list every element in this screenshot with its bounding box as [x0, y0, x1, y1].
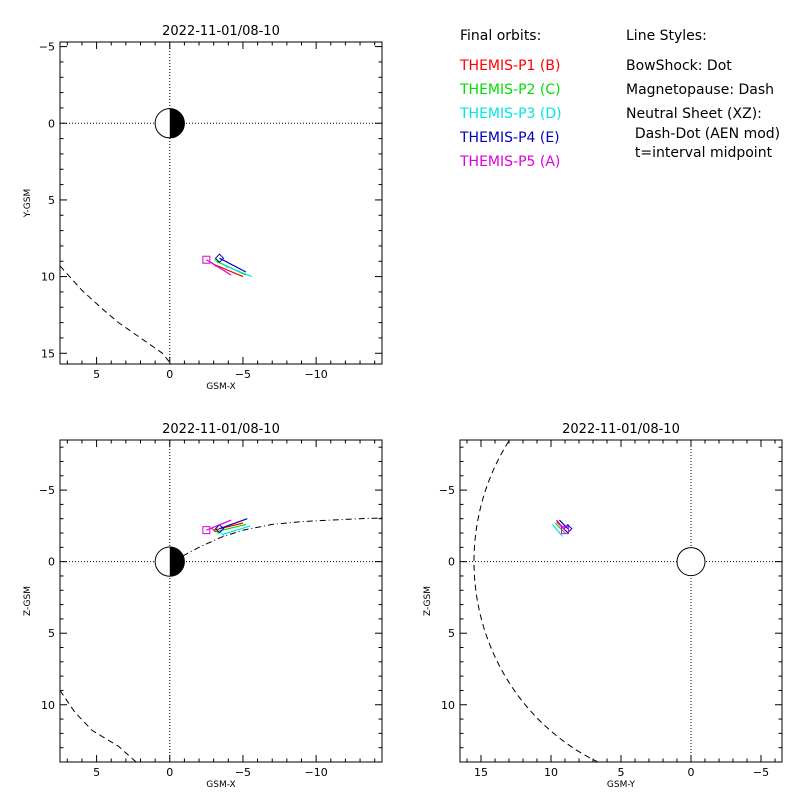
yz-plane-plot: 2022-11-01/08-10 15 10 5 0 −5 −5 0 5 10 GSM-Y Z-GSM [423, 422, 783, 790]
y-tick-label: 0 [448, 556, 455, 569]
orbit-line-4 [558, 519, 569, 530]
neutral-sheet-curve [182, 517, 382, 557]
orbit-marker-square [202, 526, 211, 535]
earth-night-side [169, 547, 185, 577]
legend-style-neutral-sheet: Neutral Sheet (XZ): [626, 106, 762, 122]
y-tick-label: 0 [48, 117, 55, 130]
y-tick-label: 10 [41, 699, 55, 712]
x-tick-label: 5 [93, 368, 100, 381]
x-tick-label: 10 [544, 766, 558, 779]
x-axis-label: GSM-Y [607, 780, 636, 790]
x-tick-label: −5 [235, 766, 251, 779]
orbit-marker-start [558, 532, 564, 537]
legend-style-bowshock: BowShock: Dot [626, 58, 732, 74]
x-axis-label: GSM-X [206, 780, 235, 790]
x-tick-label: −5 [235, 368, 251, 381]
orbit-line-1 [213, 522, 244, 531]
orbit-line-5 [556, 519, 566, 531]
orbit-marker-start [223, 263, 228, 269]
legend-probe-p2: THEMIS-P2 (C) [459, 82, 561, 98]
orbit-line-1 [213, 263, 244, 278]
legend-style-neutral-sheet-time: t=interval midpoint [626, 145, 773, 161]
orbit-marker-diamond [214, 524, 225, 534]
x-tick-label: 15 [474, 766, 488, 779]
y-tick-label: 10 [441, 699, 455, 712]
plot-frame [59, 41, 383, 365]
y-tick-label: 15 [41, 347, 55, 360]
orbit-line-5 [206, 519, 232, 531]
orbit-line-3 [222, 525, 251, 536]
x-tick-label: 0 [688, 766, 695, 779]
x-tick-label: −10 [305, 766, 328, 779]
plot-area [60, 42, 382, 364]
legend-style-neutral-sheet-model: Dash-Dot (AEN mod) [626, 126, 780, 142]
legend-probe-p4: THEMIS-P4 (E) [459, 130, 560, 146]
orbit-marker-square [202, 255, 211, 264]
orbit-marker-diamond [214, 253, 225, 263]
y-tick-label: −5 [439, 484, 455, 497]
plot-frame [59, 439, 383, 763]
x-axis-label: GSM-X [206, 382, 235, 392]
xz-plane-plot: 2022-11-01/08-10 5 0 −5 −10 −5 0 5 10 GSM-X Z-GSM [23, 422, 383, 790]
plot-area [60, 440, 382, 762]
y-tick-label: 5 [48, 194, 55, 207]
orbit-marker-start [214, 529, 219, 534]
orbit-line-3 [225, 265, 252, 278]
y-tick-label: −5 [39, 41, 55, 54]
legend-line-styles: Line Styles: BowShock: Dot Magnetopause:… [626, 28, 780, 161]
plot-frame [459, 439, 783, 763]
orbit-marker-start [214, 258, 219, 264]
magnetopause-curve [60, 690, 137, 762]
orbit-line-5 [206, 259, 232, 276]
x-tick-label: −5 [753, 766, 769, 779]
y-axis-label: Z-GSM [423, 586, 433, 616]
x-tick-label: 5 [618, 766, 625, 779]
y-tick-label: 10 [41, 271, 55, 284]
y-tick-label: 5 [448, 627, 455, 640]
y-tick-label: 0 [48, 556, 55, 569]
x-tick-label: −10 [305, 368, 328, 381]
earth-night-side [169, 108, 185, 138]
magnetopause-curve [60, 265, 171, 363]
legend-probe-p1: THEMIS-P1 (B) [459, 58, 560, 74]
orbit-marker-square [561, 526, 569, 535]
plot-title: 2022-11-01/08-10 [162, 422, 280, 437]
xy-plane-plot: 2022-11-01/08-10 5 0 −5 −10 −5 0 5 10 15 GSM-X Y-GS… [23, 24, 383, 392]
x-tick-label: 0 [166, 766, 173, 779]
y-axis-label: Y-GSM [23, 189, 33, 218]
orbit-line-4 [219, 518, 248, 530]
x-tick-label: 0 [166, 368, 173, 381]
y-tick-label: −5 [39, 484, 55, 497]
orbit-line-4 [219, 257, 247, 273]
orbit-marker-start [220, 532, 225, 537]
y-axis-label: Z-GSM [23, 586, 33, 616]
legend-orbits-title: Final orbits: [460, 28, 541, 44]
x-tick-label: 5 [93, 766, 100, 779]
earth-icon [676, 547, 706, 577]
legend-orbits: Final orbits: THEMIS-P1 (B) THEMIS-P2 (C… [459, 28, 562, 170]
plot-title: 2022-11-01/08-10 [162, 24, 280, 39]
orbit-marker-start [211, 527, 217, 533]
legend-styles-title: Line Styles: [626, 28, 707, 44]
orbit-marker-diamond [563, 524, 573, 534]
plot-area [460, 440, 782, 762]
y-tick-label: 5 [48, 627, 55, 640]
orbit-marker-start [561, 529, 566, 534]
legend-probe-p5: THEMIS-P5 (A) [459, 154, 560, 170]
legend-style-magnetopause: Magnetopause: Dash [626, 82, 774, 98]
plot-title: 2022-11-01/08-10 [562, 422, 680, 437]
legend-probe-p3: THEMIS-P3 (D) [459, 106, 562, 122]
